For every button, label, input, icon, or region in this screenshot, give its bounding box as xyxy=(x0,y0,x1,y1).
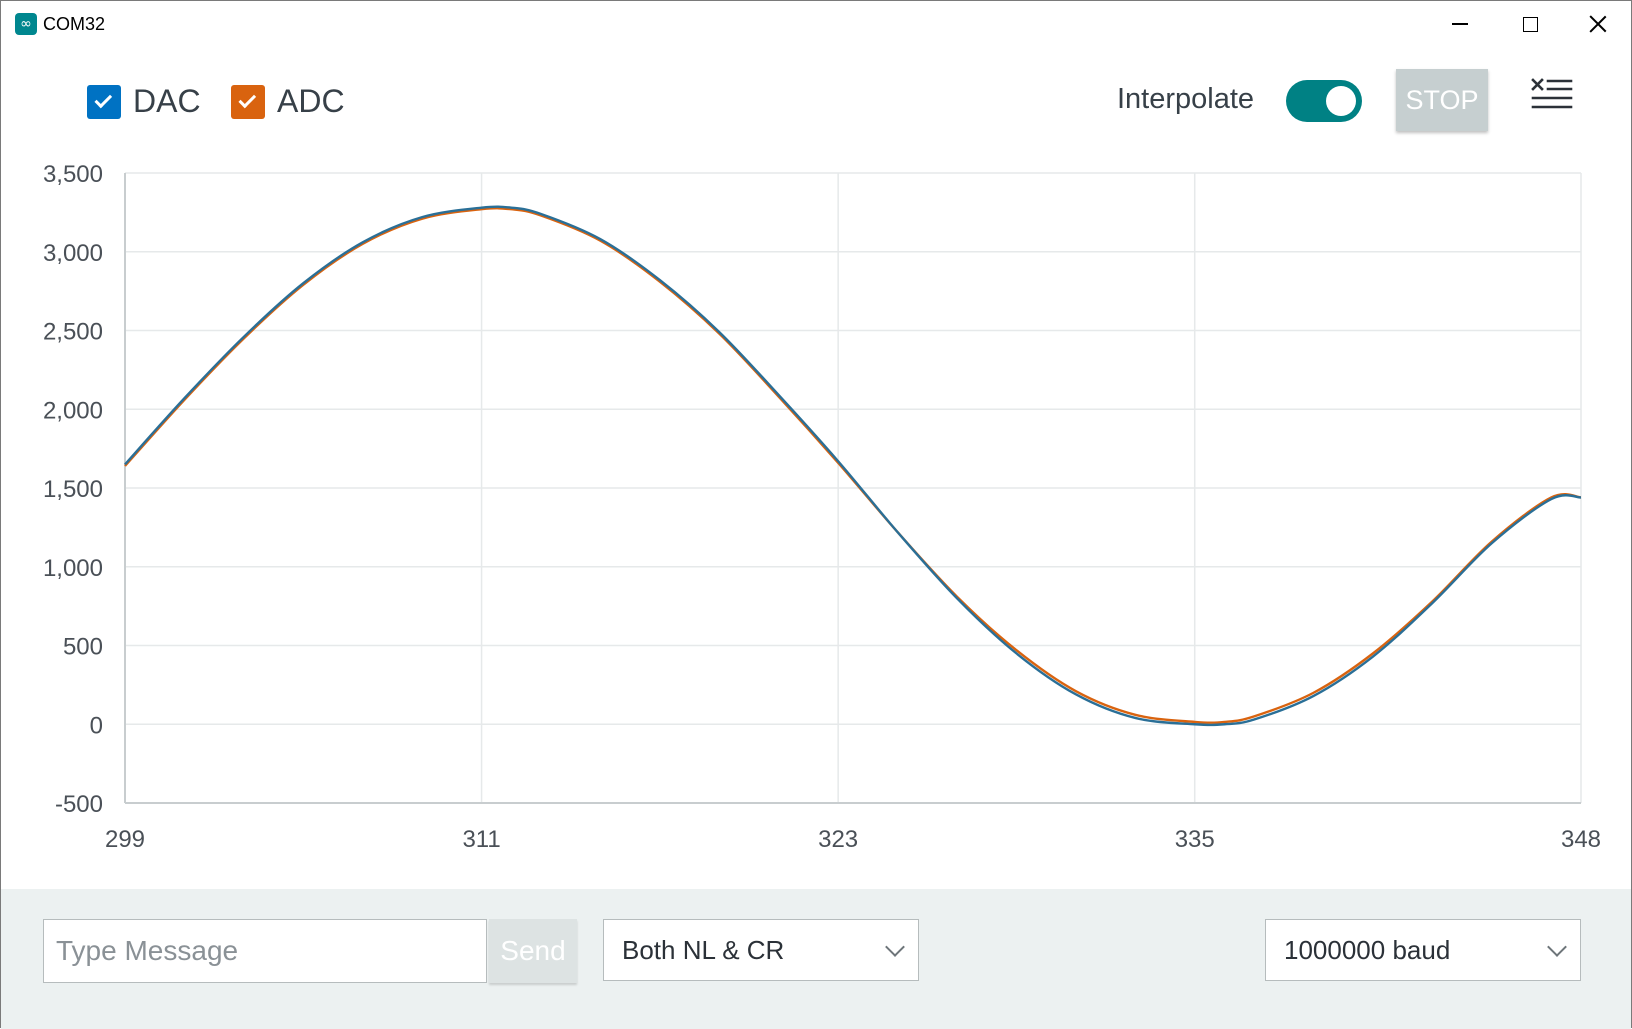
plot-chart: 3,500 3,000 2,500 2,000 1,500 1,000 500 0 -500 2… xyxy=(43,161,1601,853)
chevron-down-icon xyxy=(885,937,905,957)
baud-rate-value: 1000000 baud xyxy=(1284,934,1451,965)
x-tick-label: 299 xyxy=(105,826,145,853)
title-bar: ∞ COM32 xyxy=(1,1,1631,47)
minimize-icon xyxy=(1452,23,1468,25)
y-tick-label: 500 xyxy=(63,634,103,661)
maximize-icon xyxy=(1522,16,1538,32)
message-input[interactable] xyxy=(43,919,487,983)
check-icon xyxy=(94,90,113,109)
legend-label-adc: ADC xyxy=(277,83,345,119)
y-tick-label: 0 xyxy=(90,712,103,739)
legend-label-dac: DAC xyxy=(133,83,201,119)
interpolate-label: Interpolate xyxy=(1117,83,1255,115)
dac-checkbox[interactable] xyxy=(87,84,121,119)
y-tick-label: 3,500 xyxy=(43,161,103,188)
close-icon xyxy=(1589,15,1607,33)
send-button[interactable]: Send xyxy=(489,919,577,983)
minimize-button[interactable] xyxy=(1425,1,1495,47)
series-line-dac xyxy=(124,205,1582,727)
arduino-icon: ∞ xyxy=(15,13,37,35)
y-tick-label: 3,000 xyxy=(43,240,103,267)
stop-button[interactable]: STOP xyxy=(1396,69,1488,131)
line-ending-select[interactable]: Both NL & CR xyxy=(603,919,919,981)
y-tick-label: 1,500 xyxy=(43,476,103,503)
adc-checkbox[interactable] xyxy=(231,84,265,119)
chart-grid xyxy=(124,172,1582,804)
y-tick-label: 2,000 xyxy=(43,397,103,424)
bottom-bar: Send Both NL & CR 1000000 baud xyxy=(1,889,1631,1029)
line-ending-value: Both NL & CR xyxy=(622,934,785,965)
check-icon xyxy=(238,90,257,109)
window-title: COM32 xyxy=(43,14,106,34)
legend-item-adc[interactable]: ADC xyxy=(231,83,345,120)
x-tick-label: 311 xyxy=(462,826,500,853)
clear-list-icon[interactable] xyxy=(1531,77,1573,113)
x-tick-label: 335 xyxy=(1175,826,1215,853)
chevron-down-icon xyxy=(1547,937,1567,957)
toggle-knob xyxy=(1326,86,1356,116)
y-axis-ticks: 3,500 3,000 2,500 2,000 1,500 1,000 500 0 -500 xyxy=(43,161,103,818)
maximize-button[interactable] xyxy=(1495,1,1565,47)
interpolate-toggle[interactable] xyxy=(1286,80,1362,122)
chart-series xyxy=(124,205,1582,727)
baud-rate-select[interactable]: 1000000 baud xyxy=(1265,919,1581,981)
y-tick-label: 1,000 xyxy=(43,555,103,582)
legend-item-dac[interactable]: DAC xyxy=(87,83,201,120)
x-tick-label: 348 xyxy=(1561,826,1601,853)
x-tick-label: 323 xyxy=(818,826,858,853)
x-axis-ticks: 299 311 323 335 348 xyxy=(105,826,1601,853)
y-tick-label: -500 xyxy=(55,791,103,818)
y-tick-label: 2,500 xyxy=(43,319,103,346)
close-button[interactable] xyxy=(1563,1,1632,47)
